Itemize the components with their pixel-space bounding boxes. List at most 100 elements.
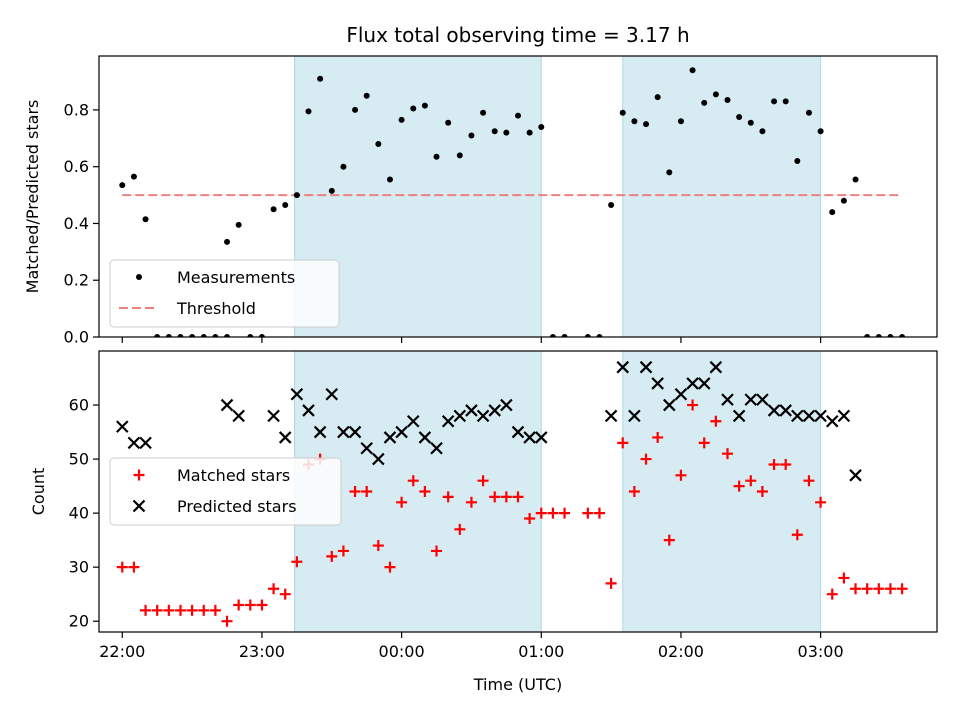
measurements-point-53 bbox=[736, 114, 743, 121]
matched-stars-point-18 bbox=[326, 550, 338, 562]
measurements-point-30 bbox=[456, 152, 463, 159]
matched-stars-point-48 bbox=[687, 399, 699, 411]
matched-stars-point-49 bbox=[698, 437, 710, 449]
predicted-stars-point-26 bbox=[511, 425, 525, 439]
y-axis-label: Count bbox=[29, 468, 48, 516]
measurements-point-23 bbox=[375, 140, 382, 147]
y-tick-label-0: 0.0 bbox=[64, 328, 89, 347]
matched-stars-point-64 bbox=[873, 583, 885, 595]
measurements-point-33 bbox=[491, 128, 498, 135]
y-tick-label-4: 0.8 bbox=[64, 100, 89, 119]
measurements-point-63 bbox=[852, 176, 859, 183]
measurements-point-66 bbox=[887, 334, 894, 337]
matched-stars-point-31 bbox=[477, 475, 489, 487]
measurements-point-11 bbox=[235, 221, 242, 228]
measurements-point-43 bbox=[619, 109, 626, 116]
matched-stars-point-35 bbox=[524, 513, 536, 525]
measurements-point-47 bbox=[666, 169, 673, 176]
matched-stars-point-28 bbox=[442, 491, 454, 503]
y-tick-label-2: 40 bbox=[69, 504, 89, 523]
legend-entry-matched-stars: Matched stars bbox=[133, 466, 290, 485]
matched-stars-point-43 bbox=[628, 486, 640, 497]
measurements-point-34 bbox=[503, 129, 510, 136]
legend-entry-predicted-stars: Predicted stars bbox=[132, 497, 297, 516]
legend-marker bbox=[132, 499, 146, 513]
predicted-stars-point-35 bbox=[674, 387, 688, 401]
x-tick-label-5: 03:00 bbox=[798, 642, 844, 661]
predicted-stars-point-29 bbox=[604, 409, 618, 423]
legend-label: Predicted stars bbox=[177, 497, 297, 516]
x-tick-label-2: 00:00 bbox=[379, 642, 425, 661]
legend-marker bbox=[133, 469, 145, 481]
matched-stars-point-58 bbox=[803, 475, 815, 487]
matched-stars-point-22 bbox=[372, 540, 384, 552]
measurements-point-67 bbox=[899, 334, 906, 337]
predicted-stars-point-47 bbox=[814, 409, 827, 423]
predicted-stars-point-28 bbox=[535, 431, 548, 444]
measurements-point-36 bbox=[526, 129, 533, 136]
matched-stars-point-60 bbox=[826, 588, 838, 600]
matched-stars-point-4 bbox=[163, 604, 175, 616]
measurements-point-51 bbox=[712, 91, 719, 98]
measurements-point-54 bbox=[747, 119, 754, 126]
legend-box bbox=[109, 457, 342, 526]
measurements-point-3 bbox=[154, 334, 161, 337]
predicted-stars-point-5 bbox=[267, 409, 280, 423]
predicted-stars-point-37 bbox=[697, 377, 711, 390]
measurements-point-5 bbox=[177, 334, 184, 337]
predicted-stars-point-20 bbox=[441, 414, 455, 428]
measurements-point-24 bbox=[386, 176, 393, 183]
y-tick-label-1: 30 bbox=[69, 558, 89, 577]
predicted-stars-point-41 bbox=[744, 393, 758, 406]
matched-stars-point-7 bbox=[198, 604, 210, 616]
matched-stars-point-12 bbox=[256, 599, 268, 611]
shaded-interval-2 bbox=[622, 55, 822, 338]
measurements-point-20 bbox=[340, 163, 347, 170]
matched-stars-point-57 bbox=[791, 529, 803, 541]
predicted-stars-point-0 bbox=[116, 420, 129, 433]
matched-stars-point-25 bbox=[407, 475, 419, 487]
matched-stars-point-33 bbox=[500, 491, 512, 503]
axes-frame bbox=[98, 55, 938, 338]
matched-stars-point-15 bbox=[291, 556, 303, 568]
measurements-point-0 bbox=[119, 182, 126, 189]
predicted-stars-point-14 bbox=[372, 452, 385, 466]
y-tick-label-3: 0.6 bbox=[64, 157, 89, 176]
matched-stars-point-19 bbox=[337, 545, 349, 557]
matched-stars-point-46 bbox=[663, 534, 675, 546]
axes-frame bbox=[98, 350, 938, 633]
predicted-stars-point-4 bbox=[232, 409, 245, 423]
matched-stars-point-45 bbox=[652, 431, 664, 443]
matched-stars-point-38 bbox=[559, 507, 571, 519]
measurements-point-4 bbox=[165, 334, 172, 337]
predicted-stars-point-18 bbox=[418, 431, 432, 444]
predicted-stars-point-24 bbox=[488, 404, 501, 417]
figure-title: Flux total observing time = 3.17 h bbox=[346, 23, 689, 47]
predicted-stars-point-40 bbox=[732, 409, 746, 423]
measurements-point-65 bbox=[875, 334, 882, 337]
matched-stars-point-24 bbox=[396, 496, 408, 508]
matched-stars-point-47 bbox=[675, 469, 687, 481]
legend-marker bbox=[136, 274, 142, 280]
matched-stars-point-53 bbox=[745, 475, 757, 487]
measurements-point-28 bbox=[433, 153, 440, 160]
measurements-point-64 bbox=[864, 334, 871, 337]
predicted-stars-point-21 bbox=[453, 409, 467, 423]
measurements-point-42 bbox=[608, 202, 615, 209]
measurements-point-39 bbox=[561, 334, 568, 337]
matched-stars-point-55 bbox=[768, 458, 780, 470]
predicted-stars-point-12 bbox=[348, 425, 362, 439]
predicted-stars-point-13 bbox=[360, 441, 373, 455]
matched-stars-point-11 bbox=[244, 599, 256, 611]
y-axis-label: Matched/Predicted stars bbox=[23, 100, 42, 294]
measurements-point-57 bbox=[782, 98, 789, 105]
predicted-stars-point-6 bbox=[278, 431, 292, 444]
measurements-point-50 bbox=[701, 99, 708, 106]
matched-stars-point-8 bbox=[209, 604, 221, 616]
predicted-stars-point-32 bbox=[639, 360, 653, 374]
matched-stars-point-36 bbox=[535, 507, 547, 519]
predicted-stars-point-10 bbox=[325, 387, 339, 401]
predicted-stars-point-16 bbox=[395, 425, 408, 439]
predicted-stars-point-43 bbox=[767, 404, 781, 417]
matched-stars-point-32 bbox=[489, 491, 501, 503]
